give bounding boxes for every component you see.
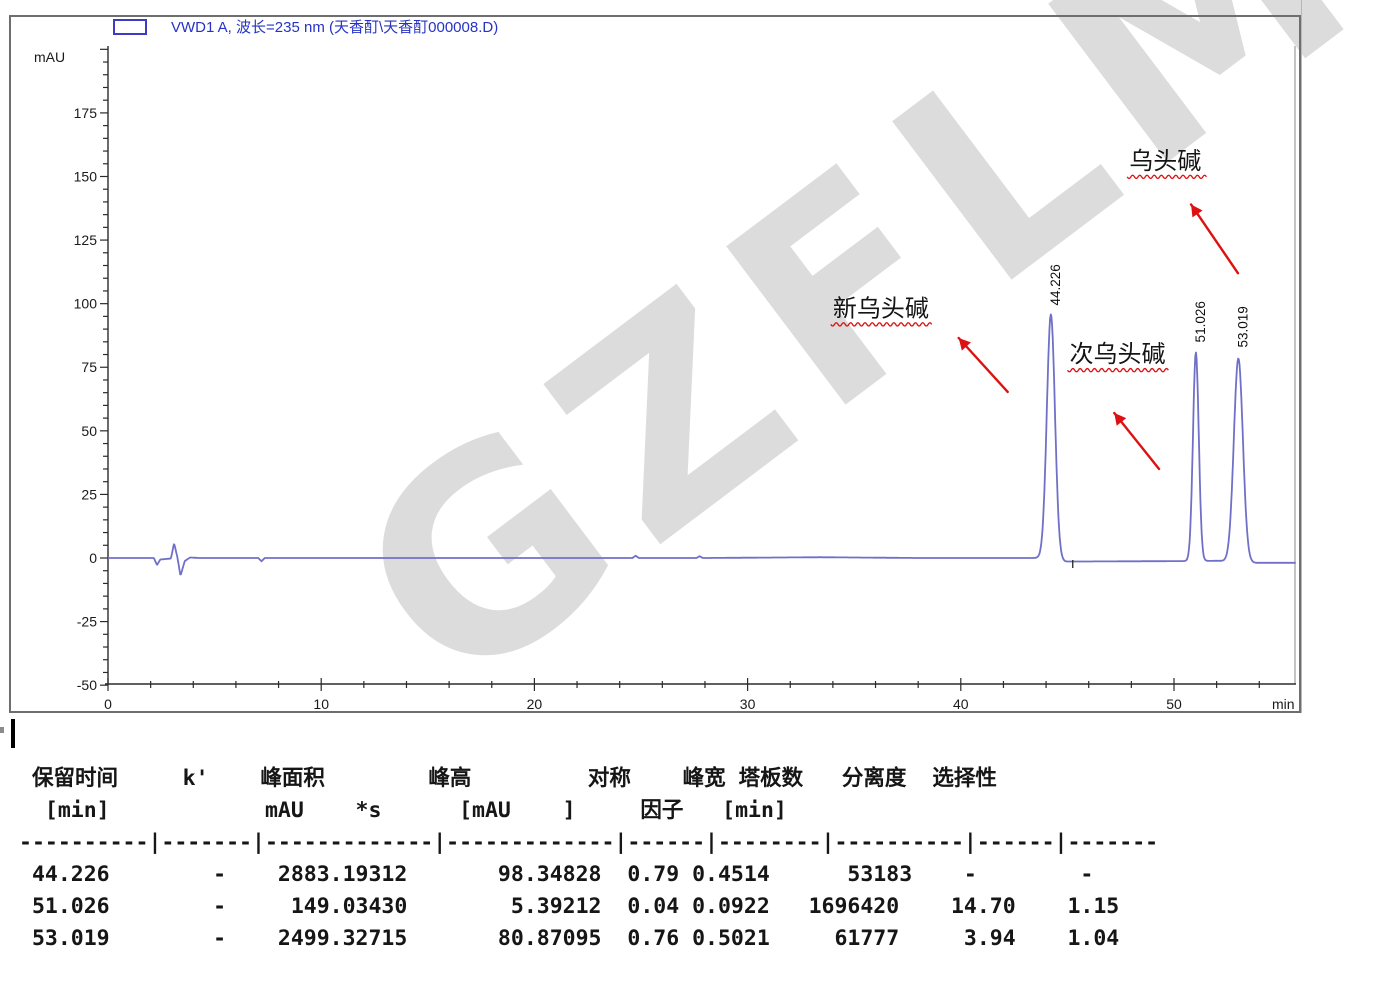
svg-text:40: 40 [953, 696, 969, 711]
svg-text:150: 150 [74, 168, 98, 184]
peak-labels: 44.226 51.026 53.019 [1048, 264, 1250, 347]
legend-label: VWD1 A, 波长=235 nm (天香酊\天香酊000008.D) [171, 19, 499, 36]
svg-text:125: 125 [74, 232, 98, 248]
pointer-arrows [957, 203, 1240, 471]
svg-text:30: 30 [740, 696, 756, 711]
svg-text:-25: -25 [77, 614, 97, 630]
text-cursor [11, 719, 15, 748]
svg-text:53.019: 53.019 [1235, 306, 1250, 347]
chromatogram-panel: 175 150 125 100 75 50 25 0 -25 -50 mAU 0 10 20 30 40 50 m… [9, 15, 1301, 713]
table-separator: ----------|-------|-------------|-------… [19, 830, 1159, 855]
chromatogram-trace [107, 313, 1296, 576]
svg-text:50: 50 [1166, 696, 1182, 711]
svg-text:min: min [1272, 696, 1295, 711]
table-row: 51.026 - 149.03430 5.39212 0.04 0.0922 1… [19, 894, 1120, 919]
table-header-line2: [min] mAU *s [mAU ] 因子 [min] [19, 798, 787, 823]
svg-text:51.026: 51.026 [1193, 301, 1208, 342]
left-edge-mark [0, 727, 4, 733]
svg-text:乌头碱: 乌头碱 [1129, 147, 1201, 175]
svg-text:次乌头碱: 次乌头碱 [1070, 340, 1166, 368]
svg-text:0: 0 [104, 696, 112, 711]
svg-text:175: 175 [74, 105, 98, 121]
svg-text:mAU: mAU [34, 49, 65, 65]
svg-text:50: 50 [81, 423, 97, 439]
svg-text:新乌头碱: 新乌头碱 [833, 294, 929, 322]
svg-text:25: 25 [81, 486, 97, 502]
svg-text:20: 20 [527, 696, 543, 711]
integration-results-table: 保留时间 k' 峰面积 峰高 对称 峰宽 塔板数 分离度 选择性 [min] m… [19, 763, 1158, 955]
table-row: 44.226 - 2883.19312 98.34828 0.79 0.4514… [19, 862, 1094, 887]
svg-text:100: 100 [74, 296, 98, 312]
chromatogram-plot: 175 150 125 100 75 50 25 0 -25 -50 mAU 0 10 20 30 40 50 m… [34, 46, 1296, 711]
svg-text:75: 75 [81, 359, 97, 375]
svg-text:-50: -50 [77, 677, 97, 693]
table-header-line1: 保留时间 k' 峰面积 峰高 对称 峰宽 塔板数 分离度 选择性 [19, 766, 997, 791]
svg-text:44.226: 44.226 [1048, 264, 1063, 305]
page-right-edge-line [1301, 0, 1302, 713]
svg-text:10: 10 [313, 696, 329, 711]
table-row: 53.019 - 2499.32715 80.87095 0.76 0.5021… [19, 926, 1120, 951]
signal-legend: VWD1 A, 波长=235 nm (天香酊\天香酊000008.D) [113, 16, 499, 36]
axes: 175 150 125 100 75 50 25 0 -25 -50 mAU 0 10 20 30 40 50 m… [34, 46, 1296, 711]
svg-text:0: 0 [89, 550, 97, 566]
legend-swatch-box [113, 18, 147, 35]
